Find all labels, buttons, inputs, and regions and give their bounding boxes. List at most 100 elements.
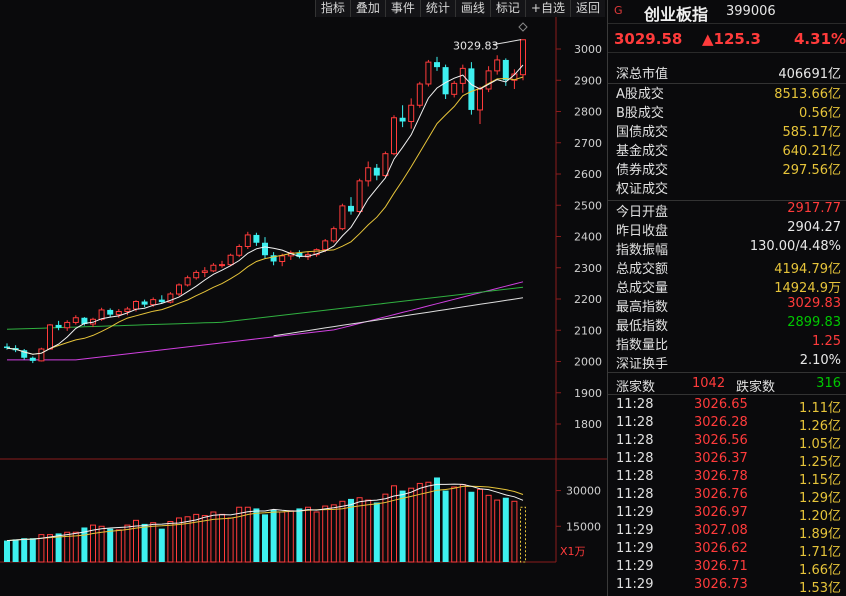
tick-row: 11:28 3026.56 1.05亿 <box>608 433 846 452</box>
stat-row: A股成交 8513.66亿 <box>608 82 846 102</box>
volume-bar <box>72 531 79 563</box>
volume-bar <box>193 513 200 563</box>
candle-body <box>64 321 71 329</box>
stat-value: 297.56亿 <box>782 163 842 178</box>
candle-body <box>348 205 354 212</box>
kline-chart[interactable]: 3000 2900 2800 2700 2600 2500 2400 2300 2200 2100… <box>0 0 607 596</box>
volume-bar <box>339 500 346 563</box>
volume-bar <box>442 490 449 562</box>
tick-time: 11:29 <box>616 559 654 574</box>
volume-bar <box>55 533 62 562</box>
candle-body <box>124 308 131 312</box>
volume-bar <box>330 504 337 563</box>
price-tick-label: 3000 <box>574 43 602 56</box>
stat-value: 4194.79亿 <box>774 262 841 277</box>
stat-row: 指数量比 1.25 <box>608 333 846 353</box>
stat-row: 深总市值 406691亿 <box>608 62 846 82</box>
candle-body <box>399 117 406 122</box>
stat-row: 昨日收盘 2904.27 <box>608 219 846 239</box>
candle-body <box>322 240 329 251</box>
tick-volume: 1.25亿 <box>799 455 841 470</box>
tick-volume: 1.29亿 <box>799 491 841 506</box>
candle-body <box>236 246 243 256</box>
candle-body <box>425 61 432 85</box>
candle-body <box>141 301 148 305</box>
candle-body <box>416 83 423 106</box>
candle-body <box>55 324 62 328</box>
candle-body <box>81 317 88 324</box>
tick-price: 3026.71 <box>694 559 748 574</box>
divider <box>608 83 846 84</box>
tick-price: 3026.78 <box>694 469 748 484</box>
stat-value: 1.25 <box>812 334 841 349</box>
volume-unit-label: X1万 <box>560 545 586 558</box>
candle-body <box>279 255 286 262</box>
candle-body <box>313 249 320 256</box>
flag-icon: G <box>614 4 623 17</box>
tick-price: 3026.73 <box>694 577 748 592</box>
price-tick-label: 1900 <box>574 387 602 400</box>
quote-line: 3029.58 ▲125.3 4.31% <box>608 24 846 53</box>
volume-bar <box>38 534 45 563</box>
stat-row: 今日开盘 2917.77 <box>608 200 846 220</box>
price-tick-label: 2900 <box>574 74 602 87</box>
volume-bar <box>29 538 36 562</box>
stat-row: 最低指数 2899.83 <box>608 314 846 334</box>
toolbar-button[interactable]: 叠加 <box>349 0 385 17</box>
stat-label: 国债成交 <box>616 125 669 140</box>
tick-price: 3026.37 <box>694 451 748 466</box>
candle-body <box>356 180 363 212</box>
volume-bar <box>348 498 354 562</box>
stat-label: 基金成交 <box>616 144 669 159</box>
candle-body <box>29 357 36 361</box>
toolbar-button[interactable]: 统计 <box>419 0 455 17</box>
stat-row: 权证成交 <box>608 177 846 197</box>
tick-time: 11:29 <box>616 523 654 538</box>
price-tick-label: 1800 <box>574 418 602 431</box>
volume-bar <box>141 523 148 562</box>
volume-bar <box>150 522 157 563</box>
volume-ma10-line <box>6 485 524 542</box>
volume-bar <box>399 490 406 562</box>
volume-bar <box>279 511 286 563</box>
tick-time: 11:28 <box>616 415 654 430</box>
volume-bar <box>64 531 71 563</box>
change-percent: 4.31% <box>794 30 846 48</box>
candle-body <box>201 270 208 273</box>
volume-bar <box>313 511 320 563</box>
volume-bar <box>287 510 294 563</box>
toolbar-button[interactable]: 画线 <box>454 0 490 17</box>
candle-body <box>184 277 191 286</box>
price-tick-label: 2000 <box>574 356 602 369</box>
volume-bar <box>356 497 363 563</box>
candle-body <box>158 299 165 303</box>
stat-value: 2917.77 <box>787 201 841 216</box>
volume-bar <box>219 513 225 563</box>
ma10-line <box>6 76 524 355</box>
candle-body <box>502 59 509 81</box>
stat-value: 3029.83 <box>787 296 841 311</box>
toolbar-button[interactable]: 标记 <box>489 0 525 17</box>
tick-volume: 1.71亿 <box>799 545 841 560</box>
toolbar-button[interactable]: 返回 <box>569 0 605 17</box>
tick-volume: 1.66亿 <box>799 563 841 578</box>
volume-bar <box>434 477 440 562</box>
divider <box>608 200 846 201</box>
candle-body <box>219 264 225 267</box>
volume-bar <box>227 517 234 563</box>
stat-row: 总成交量 14924.9万 <box>608 276 846 296</box>
toolbar-button[interactable]: 指标 <box>314 0 350 17</box>
stat-value: 406691亿 <box>778 67 841 82</box>
ma5-line <box>6 64 524 355</box>
stat-row: 基金成交 640.21亿 <box>608 139 846 159</box>
tick-price: 3026.65 <box>694 397 748 412</box>
toolbar-button[interactable]: +自选 <box>524 0 570 17</box>
tick-time: 11:29 <box>616 577 654 592</box>
volume-bar <box>477 488 483 563</box>
toolbar-button[interactable]: 事件 <box>384 0 420 17</box>
stat-value: 2.10% <box>799 353 841 368</box>
index-header: G 创业板指 399006 <box>608 0 846 24</box>
volume-bar <box>90 524 96 563</box>
up-count: 1042 <box>692 376 726 391</box>
tick-row: 11:28 3026.78 1.15亿 <box>608 469 846 488</box>
